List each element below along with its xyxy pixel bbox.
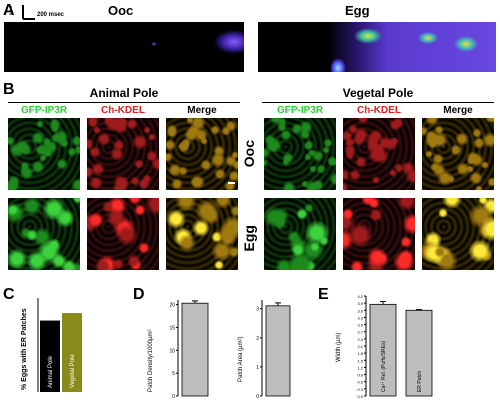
- chart-e-tick-label-3: 0.9: [357, 373, 363, 378]
- panel-label-a: A: [3, 2, 15, 19]
- chart-d2-tick-label-1: 1: [256, 365, 259, 371]
- micrograph-egg-animal-merge: [166, 198, 238, 270]
- chart-c-ylabel: % Eggs with ER Patches: [21, 308, 28, 390]
- chart-e-tick-label-4: 1.2: [357, 365, 363, 370]
- chart-c-bar-0: [40, 320, 60, 392]
- chart-d1-tick-label-0: 0: [172, 394, 175, 400]
- chart-d2-bar-0: [265, 305, 291, 397]
- chart-e-tick-label-5: 1.5: [357, 358, 363, 363]
- chart-e-bar-label-1: ER Patch: [417, 371, 423, 392]
- chart-e-tick-label-2: 0.6: [357, 380, 363, 385]
- chart-e-ylabel: Width (µm): [336, 333, 342, 362]
- chart-e-tick-label-6: 1.8: [357, 351, 363, 356]
- chart-d1-tick-label-1: 5: [172, 371, 175, 377]
- chart-e-tick-label-9: 2.7: [357, 330, 363, 335]
- vegetal-pole-header: Vegetal Pole: [342, 86, 414, 100]
- chart-d2-tick-label-2: 2: [256, 336, 259, 342]
- micrograph-egg-vegetal-merge: [422, 198, 494, 270]
- animal-pole-header: Animal Pole: [89, 86, 159, 100]
- scale-bar-time-label: 200 msec: [37, 12, 65, 18]
- chart-panel-d-density: Patch Density/1000µm² 0 5 10 15 20: [148, 300, 209, 400]
- chart-e-tick-label-10: 3.0: [357, 323, 363, 328]
- chart-d1-bar-0: [181, 302, 209, 397]
- vegetal-col-label-merge: Merge: [443, 105, 473, 116]
- micrograph-scale-bar: [228, 182, 235, 184]
- scale-bar-icon: [22, 5, 35, 20]
- chart-d1-tick-label-4: 20: [169, 303, 175, 309]
- ooc-linescan-title: Ooc: [108, 3, 134, 18]
- animal-col-label-gfp: GFP-IP3R: [20, 105, 68, 116]
- micrograph-ooc-animal-gfp: [8, 118, 80, 190]
- micrograph-egg-vegetal-kdel: [343, 198, 415, 270]
- micrograph-ooc-vegetal-gfp: [264, 118, 336, 190]
- micrograph-egg-animal-kdel: [87, 198, 159, 270]
- chart-panel-c: % Eggs with ER Patches Animal Pole Vegeta…: [21, 298, 82, 392]
- chart-c-bar-label-1: Vegetal Pole: [70, 354, 76, 388]
- chart-panel-d-area: Patch Area (µm²) 0 1 2 3: [238, 300, 291, 400]
- vegetal-pole-divider: [262, 102, 494, 103]
- panel-label-e: E: [318, 286, 329, 303]
- micrograph-ooc-animal-kdel: [87, 118, 159, 190]
- panel-label-d: D: [133, 286, 145, 303]
- vegetal-col-label-gfp: GFP-IP3R: [276, 105, 324, 116]
- chart-e-tick-label-8: 2.4: [357, 337, 363, 342]
- chart-d1-tick-label-2: 10: [169, 348, 175, 354]
- chart-e-tick-label-0: 0.0: [357, 394, 363, 399]
- row-label-egg: Egg: [241, 225, 257, 252]
- chart-c-bar-label-0: Animal Pole: [48, 355, 54, 388]
- chart-e-tick-label-11: 3.3: [357, 315, 363, 320]
- chart-panel-e: Width (µm) 0.0 0.3 0.6 0.9 1.2 1.5 1.8 2.1 2.4 2.…: [336, 294, 433, 399]
- animal-pole-divider: [8, 102, 240, 103]
- micrograph-egg-animal-gfp: [8, 198, 80, 270]
- chart-c-bar-1: [62, 313, 82, 392]
- scale-bar-vertical-label: 5 µm: [8, 5, 14, 16]
- vegetal-col-label-kdel: Ch-KDEL: [357, 105, 401, 116]
- micrograph-ooc-vegetal-merge: [422, 118, 494, 190]
- animal-col-label-merge: Merge: [187, 105, 217, 116]
- micrograph-ooc-animal-merge: [166, 118, 238, 190]
- chart-e-tick-label-1: 0.3: [357, 387, 363, 392]
- panel-label-b: B: [3, 81, 15, 98]
- chart-d1-ylabel: Patch Density/1000µm²: [148, 330, 154, 392]
- micrograph-egg-vegetal-gfp: [264, 198, 336, 270]
- egg-linescan-title: Egg: [345, 3, 370, 18]
- egg-linescan-image: [258, 22, 496, 72]
- animal-col-label-kdel: Ch-KDEL: [101, 105, 145, 116]
- row-label-ooc: Ooc: [241, 140, 257, 168]
- chart-e-bar-1: [405, 309, 433, 397]
- chart-e-tick-label-13: 3.9: [357, 301, 363, 306]
- chart-e-tick-label-12: 3.6: [357, 308, 363, 313]
- chart-e-tick-label-14: 4.2: [357, 294, 363, 299]
- ooc-linescan-image: [4, 22, 244, 72]
- chart-d1-tick-label-3: 15: [169, 325, 175, 331]
- chart-e-bar-0: [369, 303, 397, 397]
- chart-d2-ylabel: Patch Area (µm²): [238, 337, 244, 382]
- chart-e-bar-label-0: Ca²⁺ Rel. (Puffs/SREs): [381, 340, 387, 392]
- micrograph-ooc-vegetal-kdel: [343, 118, 415, 190]
- chart-d2-tick-label-3: 3: [256, 307, 259, 313]
- panel-label-c: C: [3, 286, 15, 303]
- chart-e-tick-label-7: 2.1: [357, 344, 363, 349]
- chart-d2-tick-label-0: 0: [256, 394, 259, 400]
